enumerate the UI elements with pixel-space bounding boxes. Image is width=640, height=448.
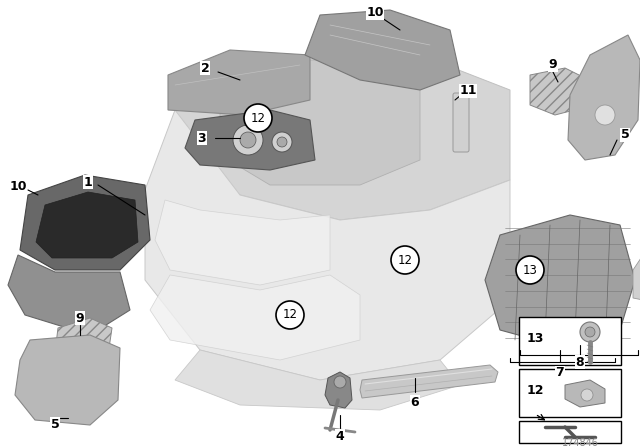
Text: 5: 5	[621, 129, 629, 142]
Text: 2: 2	[200, 61, 209, 74]
Polygon shape	[36, 192, 138, 258]
Text: 6: 6	[411, 396, 419, 409]
Circle shape	[581, 389, 593, 401]
Polygon shape	[305, 10, 460, 90]
Text: 12: 12	[250, 112, 266, 125]
Polygon shape	[168, 50, 310, 115]
Polygon shape	[325, 372, 352, 408]
Text: 11: 11	[460, 85, 477, 98]
Text: 9: 9	[76, 311, 84, 324]
Text: 13: 13	[526, 332, 544, 345]
Text: 7: 7	[556, 366, 564, 379]
Circle shape	[516, 256, 544, 284]
Polygon shape	[20, 175, 150, 270]
Polygon shape	[55, 318, 112, 362]
Text: 5: 5	[51, 418, 60, 431]
Circle shape	[334, 376, 346, 388]
Text: 13: 13	[523, 263, 538, 276]
Polygon shape	[220, 60, 420, 185]
Polygon shape	[568, 35, 640, 160]
Text: 8: 8	[576, 356, 584, 369]
Circle shape	[276, 301, 304, 329]
Circle shape	[277, 137, 287, 147]
Text: 10: 10	[366, 7, 384, 20]
Polygon shape	[150, 275, 360, 360]
FancyBboxPatch shape	[453, 93, 469, 152]
Polygon shape	[8, 255, 130, 335]
Circle shape	[595, 105, 615, 125]
Text: 12: 12	[526, 383, 544, 396]
Polygon shape	[360, 365, 498, 398]
FancyBboxPatch shape	[519, 421, 621, 443]
Text: 9: 9	[548, 59, 557, 72]
Text: 12: 12	[282, 309, 298, 322]
Circle shape	[391, 246, 419, 274]
Text: 1: 1	[84, 176, 92, 189]
FancyBboxPatch shape	[519, 317, 621, 365]
Circle shape	[244, 104, 272, 132]
Polygon shape	[530, 68, 585, 115]
Circle shape	[585, 327, 595, 337]
Polygon shape	[175, 350, 460, 410]
Polygon shape	[633, 255, 640, 300]
Polygon shape	[485, 215, 635, 345]
Polygon shape	[185, 110, 315, 170]
Polygon shape	[155, 200, 330, 285]
Text: 10: 10	[9, 181, 27, 194]
Circle shape	[580, 322, 600, 342]
Circle shape	[233, 125, 263, 155]
Circle shape	[240, 132, 256, 148]
FancyBboxPatch shape	[519, 369, 621, 417]
Polygon shape	[175, 55, 510, 220]
Text: 12: 12	[397, 254, 413, 267]
Circle shape	[272, 132, 292, 152]
Polygon shape	[565, 380, 605, 407]
Text: 3: 3	[198, 132, 206, 145]
Polygon shape	[145, 110, 510, 380]
Text: 174846: 174846	[561, 438, 598, 448]
Text: 4: 4	[335, 430, 344, 443]
Polygon shape	[15, 335, 120, 425]
